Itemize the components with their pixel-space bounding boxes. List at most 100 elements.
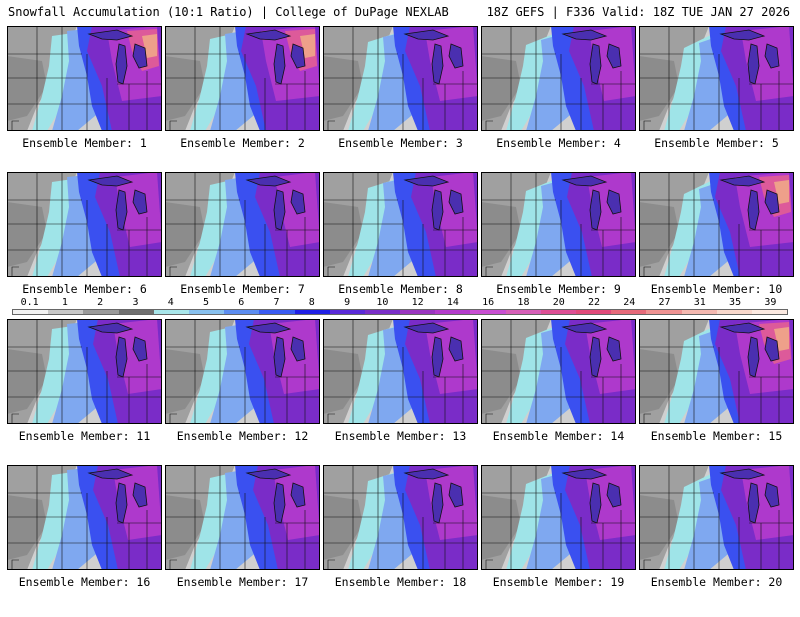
lake-superior	[403, 322, 450, 334]
map-frame	[165, 172, 320, 277]
legend-tick-label: 9	[344, 297, 351, 308]
state-border	[643, 266, 651, 277]
lake-huron	[606, 336, 622, 362]
lake-superior	[87, 29, 134, 41]
ensemble-member-label: Ensemble Member: 18	[334, 575, 467, 589]
snowfall-map	[323, 465, 478, 570]
ensemble-member-panel: Ensemble Member: 9	[481, 172, 636, 324]
legend-tick-label: 24	[623, 297, 636, 308]
lake-huron	[132, 43, 148, 69]
map-frame	[323, 319, 478, 424]
state-border	[169, 559, 177, 570]
lake-huron	[132, 336, 148, 362]
lake-huron	[764, 189, 780, 215]
state-border	[485, 413, 493, 424]
state-border	[11, 559, 19, 570]
map-frame	[165, 319, 320, 424]
legend-tick-label: 12	[411, 297, 424, 308]
state-border	[11, 120, 19, 131]
ensemble-member-label: Ensemble Member: 11	[18, 429, 151, 443]
snowfall-map	[481, 26, 636, 131]
legend-swatch	[259, 310, 295, 314]
legend-swatch	[224, 310, 260, 314]
lake-superior	[87, 322, 134, 334]
legend-tick-label: 4	[167, 297, 174, 308]
legend-tick-label: 14	[446, 297, 459, 308]
legend-tick-label: 1	[61, 297, 68, 308]
ensemble-member-panel: Ensemble Member: 7	[165, 172, 320, 324]
state-border	[643, 413, 651, 424]
ensemble-member-panel: Ensemble Member: 12	[165, 319, 320, 471]
lake-superior	[561, 175, 608, 187]
legend-swatch	[576, 310, 612, 314]
legend-swatch	[681, 310, 717, 314]
map-frame	[481, 319, 636, 424]
ensemble-member-panel: Ensemble Member: 2	[165, 26, 320, 178]
map-frame	[7, 26, 162, 131]
ensemble-member-label: Ensemble Member: 6	[22, 282, 147, 296]
legend-tick-label: 31	[693, 297, 706, 308]
map-frame	[481, 172, 636, 277]
ensemble-member-panel: Ensemble Member: 1	[7, 26, 162, 178]
ensemble-member-panel: Ensemble Member: 11	[7, 319, 162, 471]
snowfall-map	[639, 172, 794, 277]
state-border	[485, 120, 493, 131]
ensemble-member-label: Ensemble Member: 3	[338, 136, 463, 150]
ensemble-member-panel: Ensemble Member: 13	[323, 319, 478, 471]
legend-swatch	[83, 310, 119, 314]
lake-superior	[561, 29, 608, 41]
ensemble-member-label: Ensemble Member: 19	[492, 575, 625, 589]
ensemble-member-label: Ensemble Member: 20	[650, 575, 783, 589]
legend-color-bar	[12, 309, 788, 315]
lake-superior	[719, 468, 766, 480]
snowfall-map	[639, 319, 794, 424]
legend-swatch	[13, 310, 49, 314]
snowfall-map	[639, 465, 794, 570]
lake-huron	[290, 482, 306, 508]
lake-huron	[290, 336, 306, 362]
legend-swatch	[646, 310, 682, 314]
map-frame	[639, 172, 794, 277]
lake-superior	[719, 29, 766, 41]
lake-superior	[719, 322, 766, 334]
lake-superior	[561, 322, 608, 334]
map-frame	[165, 465, 320, 570]
ensemble-member-label: Ensemble Member: 12	[176, 429, 309, 443]
legend-tick-label: 5	[202, 297, 210, 308]
map-frame	[7, 465, 162, 570]
state-border	[643, 120, 651, 131]
state-border	[169, 120, 177, 131]
ensemble-member-panel: Ensemble Member: 15	[639, 319, 794, 471]
legend-swatch	[611, 310, 647, 314]
lake-superior	[245, 468, 292, 480]
lake-superior	[403, 175, 450, 187]
lake-superior	[245, 322, 292, 334]
legend-swatch	[188, 310, 225, 314]
lake-huron	[606, 482, 622, 508]
map-frame	[639, 465, 794, 570]
legend-swatch	[540, 310, 576, 314]
lake-huron	[290, 189, 306, 215]
state-border	[327, 266, 335, 277]
legend-tick-label: 18	[517, 297, 530, 308]
lake-huron	[448, 189, 464, 215]
ensemble-member-label: Ensemble Member: 4	[496, 136, 621, 150]
ensemble-member-label: Ensemble Member: 1	[22, 136, 147, 150]
lake-superior	[561, 468, 608, 480]
snowfall-map	[165, 319, 320, 424]
snowfall-map	[7, 465, 162, 570]
legend-tick-label: 8	[308, 297, 315, 308]
ensemble-member-label: Ensemble Member: 5	[654, 136, 779, 150]
legend-tick-label: 39	[764, 297, 777, 308]
ensemble-member-panel: Ensemble Member: 18	[323, 465, 478, 617]
ensemble-member-label: Ensemble Member: 9	[496, 282, 621, 296]
state-border	[485, 559, 493, 570]
legend-swatch	[48, 310, 84, 314]
lake-huron	[290, 43, 306, 69]
map-frame	[639, 26, 794, 131]
ensemble-member-label: Ensemble Member: 2	[180, 136, 305, 150]
lake-huron	[448, 43, 464, 69]
snowfall-map	[7, 172, 162, 277]
lake-superior	[245, 175, 292, 187]
lake-huron	[606, 189, 622, 215]
